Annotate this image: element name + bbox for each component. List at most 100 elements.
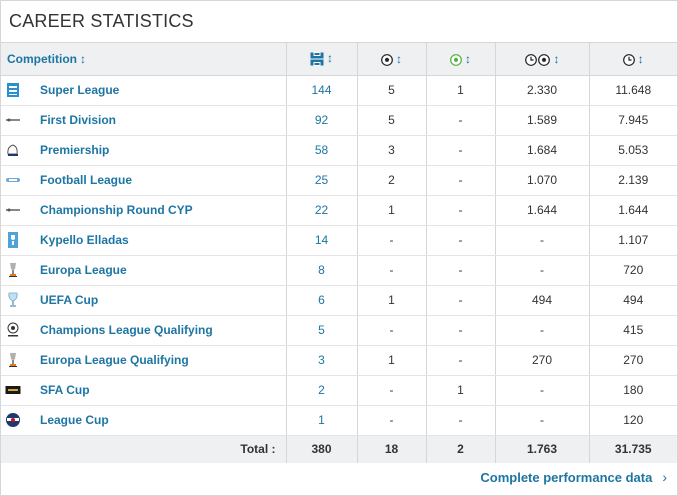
section-title: CAREER STATISTICS xyxy=(1,1,677,43)
own-goals-cell: - xyxy=(426,405,496,436)
apps-cell: 5 xyxy=(286,315,358,346)
minutes-per-goal-icon xyxy=(524,53,550,66)
competition-link[interactable]: Football League xyxy=(40,173,133,187)
competition-cell: Kypello Elladas xyxy=(1,225,287,256)
competition-cell: Premiership xyxy=(1,135,287,166)
minutes-played-header[interactable]: ↕ xyxy=(589,43,677,76)
competition-link[interactable]: Super League xyxy=(40,83,120,97)
minutes-cell: 494 xyxy=(589,285,677,316)
table-row: Football League 25 2-1.070 2.139 xyxy=(1,165,677,196)
competition-cell: Europa League xyxy=(1,255,287,286)
competition-cell: Super League xyxy=(1,75,287,106)
competition-cell: First Division xyxy=(1,105,287,136)
own-goals-cell: - xyxy=(426,285,496,316)
uefa-cup-logo xyxy=(5,291,21,309)
apps-cell: 14 xyxy=(286,225,358,256)
kypello-elladas-logo xyxy=(5,231,21,249)
goals-header[interactable]: ↕ xyxy=(357,43,427,76)
complete-performance-link[interactable]: Complete performance data › xyxy=(480,469,667,485)
min-per-goal-cell: 1.684 xyxy=(495,135,590,166)
goals-cell: 3 xyxy=(357,135,427,166)
apps-cell: 58 xyxy=(286,135,358,166)
table-row: Europa League Qualifying 3 1-270 270 xyxy=(1,345,677,376)
competition-link[interactable]: SFA Cup xyxy=(40,383,90,397)
own-goals-cell: 1 xyxy=(426,75,496,106)
table-row: Championship Round CYP 22 1-1.644 1.644 xyxy=(1,195,677,226)
totals-row: Total : 380 18 2 1.763 31.735 xyxy=(1,435,677,463)
own-goals-cell: 1 xyxy=(426,375,496,406)
apps-cell: 144 xyxy=(286,75,358,106)
own-goals-cell: - xyxy=(426,135,496,166)
goals-cell: - xyxy=(357,255,427,286)
competition-cell: Europa League Qualifying xyxy=(1,345,287,376)
sfa-cup-logo xyxy=(5,381,21,399)
sort-icon: ↕ xyxy=(396,51,402,66)
apps-cell: 8 xyxy=(286,255,358,286)
min-per-goal-cell: 2.330 xyxy=(495,75,590,106)
sort-icon: ↕ xyxy=(553,51,560,66)
min-per-goal-cell: - xyxy=(495,255,590,286)
competition-link[interactable]: First Division xyxy=(40,113,117,127)
sort-icon: ↕ xyxy=(465,51,471,66)
competition-link[interactable]: League Cup xyxy=(40,413,109,427)
own-goals-cell: - xyxy=(426,195,496,226)
minutes-played-icon xyxy=(622,53,635,66)
competition-link[interactable]: Championship Round CYP xyxy=(40,203,193,217)
champions-league-logo xyxy=(5,321,21,339)
table-row: League Cup 1- - -120 xyxy=(1,405,677,436)
appearances-header[interactable]: ↕ xyxy=(286,43,358,76)
competition-cell: Champions League Qualifying xyxy=(1,315,287,346)
min-per-goal-cell: 270 xyxy=(495,345,590,376)
own-goals-header[interactable]: ↕ xyxy=(426,43,496,76)
goals-cell: 1 xyxy=(357,285,427,316)
min-per-goal-cell: - xyxy=(495,315,590,346)
total-apps: 380 xyxy=(286,435,358,463)
total-label: Total : xyxy=(1,435,287,463)
premiership-logo xyxy=(5,141,21,159)
competition-header[interactable]: Competition ↕ xyxy=(1,43,287,76)
football-league-logo xyxy=(5,171,21,189)
sort-icon: ↕ xyxy=(327,51,333,66)
competition-header-label: Competition xyxy=(7,51,77,66)
championship-round-logo xyxy=(5,201,21,219)
chevron-right-icon: › xyxy=(662,469,667,485)
competition-link[interactable]: Europa League xyxy=(40,263,127,277)
competition-cell: League Cup xyxy=(1,405,287,436)
goals-cell: 1 xyxy=(357,195,427,226)
min-per-goal-cell: - xyxy=(495,405,590,436)
goals-cell: - xyxy=(357,405,427,436)
europa-league-qualifying-logo xyxy=(5,351,21,369)
competition-link[interactable]: Premiership xyxy=(40,143,110,157)
own-goals-cell: - xyxy=(426,165,496,196)
table-row: SFA Cup 2-1-180 xyxy=(1,375,677,406)
table-row: Europa League 8- - -720 xyxy=(1,255,677,286)
minutes-cell: 2.139 xyxy=(589,165,677,196)
minutes-cell: 11.648 xyxy=(589,75,677,106)
apps-cell: 3 xyxy=(286,345,358,376)
goals-cell: - xyxy=(357,315,427,346)
own-goals-icon xyxy=(450,53,462,66)
own-goals-cell: - xyxy=(426,105,496,136)
competition-link[interactable]: UEFA Cup xyxy=(40,293,99,307)
appearances-icon xyxy=(310,52,324,67)
minutes-cell: 720 xyxy=(589,255,677,286)
competition-link[interactable]: Kypello Elladas xyxy=(40,233,129,247)
minutes-per-goal-header[interactable]: ↕ xyxy=(495,43,590,76)
competition-link[interactable]: Europa League Qualifying xyxy=(40,353,189,367)
competition-link[interactable]: Champions League Qualifying xyxy=(40,323,213,337)
europa-league-logo xyxy=(5,261,21,279)
minutes-cell: 1.644 xyxy=(589,195,677,226)
min-per-goal-cell: - xyxy=(495,225,590,256)
own-goals-cell: - xyxy=(426,255,496,286)
total-min-per-goal: 1.763 xyxy=(495,435,590,463)
own-goals-cell: - xyxy=(426,225,496,256)
competition-cell: Football League xyxy=(1,165,287,196)
table-row: Premiership 58 3-1.684 5.053 xyxy=(1,135,677,166)
minutes-cell: 7.945 xyxy=(589,105,677,136)
table-row: Super League 144 5 1 2.330 11.648 xyxy=(1,75,677,106)
total-minutes: 31.735 xyxy=(589,435,677,463)
apps-cell: 92 xyxy=(286,105,358,136)
total-goals: 18 xyxy=(357,435,427,463)
min-per-goal-cell: 1.589 xyxy=(495,105,590,136)
total-own-goals: 2 xyxy=(426,435,496,463)
